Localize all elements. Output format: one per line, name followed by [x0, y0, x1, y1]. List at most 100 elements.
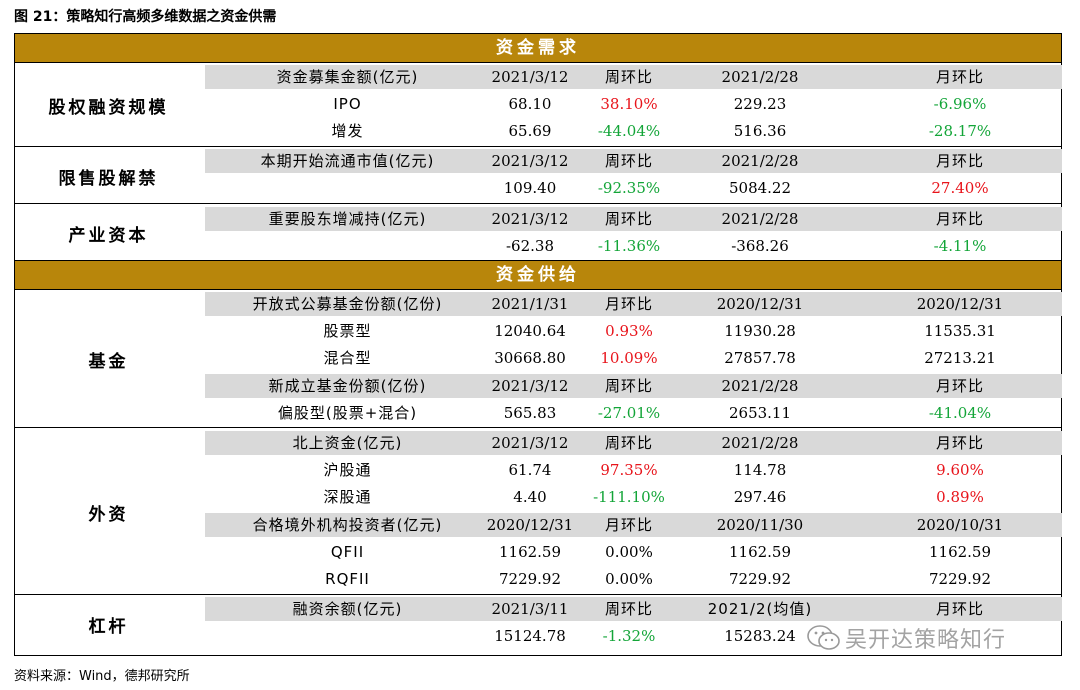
table-cell: 深股通	[323, 488, 372, 507]
header-row-background	[205, 291, 1062, 316]
table-cell: -92.35%	[597, 179, 661, 198]
table-cell: 297.46	[733, 488, 787, 507]
table-cell: 7229.92	[728, 569, 792, 588]
header-cell: 周环比	[604, 209, 653, 228]
table-cell: -11.36%	[597, 236, 661, 255]
table-cell: -4.11%	[933, 236, 987, 255]
header-cell: 融资余额(亿元)	[292, 600, 403, 619]
header-row-background	[205, 64, 1062, 89]
watermark-text: 吴开达策略知行	[845, 628, 1007, 653]
table-cell: -62.38	[505, 236, 554, 255]
table-cell: 114.78	[733, 461, 787, 480]
header-cell: 2020/12/31	[716, 294, 804, 313]
header-cell: 北上资金(亿元)	[292, 433, 403, 452]
table-cell: 229.23	[733, 94, 787, 113]
header-cell: 月环比	[604, 515, 653, 534]
header-cell: 2020/12/31	[486, 515, 574, 534]
header-cell: 2021/2/28	[721, 67, 799, 86]
table-cell: 15124.78	[494, 627, 566, 646]
table-cell: -41.04%	[928, 403, 992, 422]
header-cell: 周环比	[604, 376, 653, 395]
table-cell: 1162.59	[728, 542, 792, 561]
table-cell: 增发	[331, 121, 364, 140]
header-cell: 2020/12/31	[916, 294, 1004, 313]
table-cell: 11535.31	[924, 322, 996, 341]
header-cell: 月环比	[935, 209, 984, 228]
header-cell: 2021/3/11	[491, 600, 569, 619]
table-cell: 27857.78	[724, 349, 796, 368]
table-cell: 9.60%	[936, 461, 984, 480]
group-divider	[14, 427, 1062, 429]
table-cell: IPO	[333, 94, 362, 113]
header-cell: 2021/2/28	[721, 433, 799, 452]
header-cell: 开放式公募基金份额(亿份)	[252, 294, 443, 313]
table-cell: QFII	[330, 542, 365, 561]
table-cell: 68.10	[508, 94, 552, 113]
table-cell: 109.40	[503, 179, 557, 198]
table-cell: 股票型	[323, 322, 372, 341]
header-cell: 2021/2/28	[721, 209, 799, 228]
header-cell: 重要股东增减持(亿元)	[268, 209, 427, 228]
category-label: 杠杆	[88, 616, 129, 637]
header-cell: 2021/3/12	[491, 209, 569, 228]
header-cell: 2021/3/12	[491, 433, 569, 452]
table-cell: 4.40	[513, 488, 547, 507]
table-cell: 2653.11	[728, 403, 792, 422]
table-cell: 0.00%	[605, 542, 653, 561]
header-cell: 2021/2/28	[721, 376, 799, 395]
table-cell: 偏股型(股票+混合)	[277, 403, 418, 422]
group-divider	[14, 593, 1062, 595]
header-cell: 周环比	[604, 600, 653, 619]
group-divider	[14, 145, 1062, 147]
header-cell: 月环比	[935, 376, 984, 395]
table-cell: 97.35%	[600, 461, 658, 480]
table-cell: 0.00%	[605, 569, 653, 588]
figure-title: 图 21：策略知行高频多维数据之资金供需	[14, 9, 277, 25]
table-cell: 27213.21	[924, 349, 996, 368]
wechat-icon	[807, 625, 840, 650]
table-cell: -111.10%	[593, 488, 665, 507]
table-cell: 15283.24	[724, 627, 796, 646]
table-cell: 61.74	[508, 461, 552, 480]
table-cell: 沪股通	[323, 461, 372, 480]
table-cell: -1.32%	[602, 627, 656, 646]
table-cell: 5084.22	[728, 179, 792, 198]
header-row-background	[205, 373, 1062, 398]
category-label: 产业资本	[68, 226, 149, 247]
header-cell: 2021/3/12	[491, 152, 569, 171]
category-label: 基金	[88, 352, 129, 373]
header-cell: 月环比	[935, 152, 984, 171]
category-label: 外资	[88, 505, 129, 525]
header-cell: 2021/2(均值)	[707, 600, 813, 619]
header-cell: 月环比	[935, 67, 984, 86]
header-cell: 2020/11/30	[716, 515, 804, 534]
table-cell: 516.36	[733, 121, 787, 140]
source-note: 资料来源：Wind，德邦研究所	[14, 669, 190, 684]
table-cell: 7229.92	[498, 569, 562, 588]
header-cell: 月环比	[935, 600, 984, 619]
header-cell: 周环比	[604, 67, 653, 86]
table-cell: 7229.92	[928, 569, 992, 588]
supply-header-banner: 资金供给	[14, 260, 1062, 291]
header-cell: 2021/1/31	[491, 294, 569, 313]
table-cell: 27.40%	[931, 179, 989, 198]
table-cell: 10.09%	[600, 349, 658, 368]
table-cell: 混合型	[323, 349, 372, 368]
header-cell: 周环比	[604, 152, 653, 171]
header-cell: 月环比	[604, 294, 653, 313]
header-cell: 周环比	[604, 433, 653, 452]
category-label: 股权融资规模	[48, 97, 169, 118]
header-cell: 2021/2/28	[721, 152, 799, 171]
header-cell: 合格境外机构投资者(亿元)	[252, 515, 443, 534]
table-cell: -368.26	[731, 236, 789, 255]
group-divider	[14, 203, 1062, 204]
table-cell: 1162.59	[498, 542, 562, 561]
table-cell: 11930.28	[724, 322, 796, 341]
table-cell: -44.04%	[597, 121, 661, 140]
table-cell	[205, 176, 490, 200]
header-cell: 月环比	[935, 433, 984, 452]
header-row-background	[205, 149, 1062, 174]
header-cell: 资金募集金额(亿元)	[276, 67, 419, 86]
table-cell	[205, 624, 490, 648]
section-title: 资金需求	[496, 38, 580, 58]
